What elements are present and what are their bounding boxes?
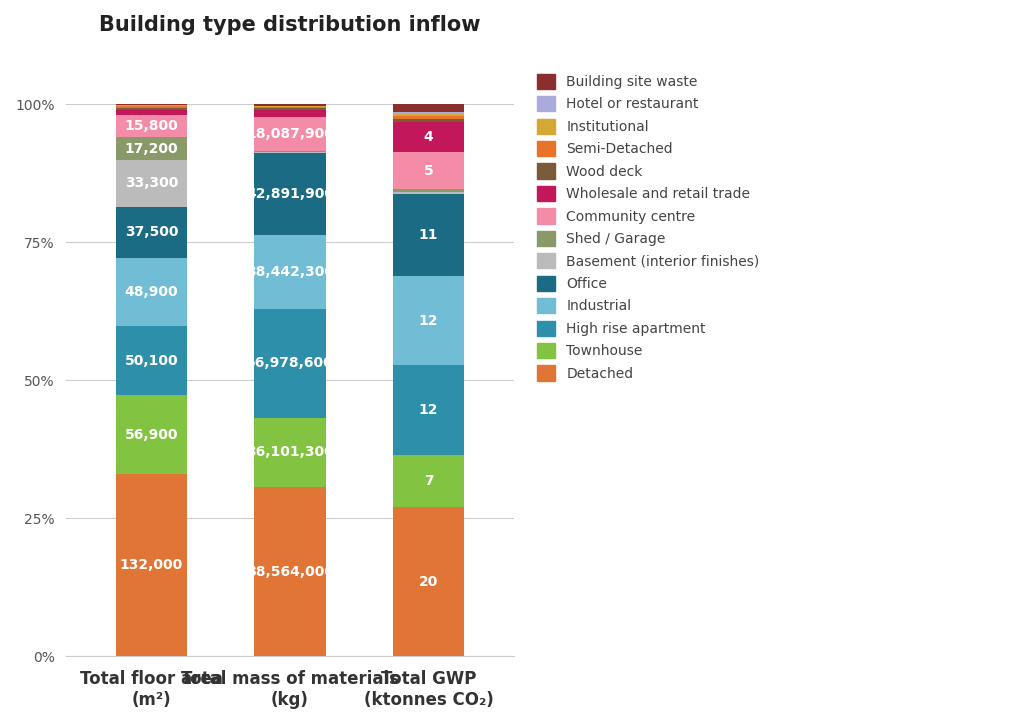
Text: 37,500: 37,500	[125, 225, 178, 240]
Text: 17,200: 17,200	[125, 142, 178, 156]
Bar	[116, 161, 187, 206]
Bar	[393, 114, 464, 117]
Bar	[116, 108, 187, 110]
Text: 56,978,600: 56,978,600	[246, 356, 334, 370]
Bar	[116, 110, 187, 115]
Bar	[393, 194, 464, 276]
Bar	[393, 119, 464, 122]
Text: 5: 5	[424, 164, 433, 178]
Text: 12: 12	[419, 403, 438, 417]
Text: 132,000: 132,000	[120, 558, 183, 572]
Text: 12: 12	[419, 313, 438, 328]
Bar	[254, 106, 326, 107]
Bar	[254, 152, 326, 153]
Bar	[393, 104, 464, 111]
Bar	[393, 111, 464, 114]
Text: 7: 7	[424, 474, 433, 488]
Bar	[393, 190, 464, 192]
Bar	[254, 153, 326, 235]
Text: 88,564,000: 88,564,000	[246, 565, 334, 578]
Title: Building type distribution inflow: Building type distribution inflow	[99, 15, 480, 35]
Bar	[254, 418, 326, 487]
Text: 48,900: 48,900	[125, 285, 178, 299]
Bar	[254, 108, 326, 110]
Text: 11: 11	[419, 228, 438, 242]
Text: 20: 20	[419, 575, 438, 589]
Text: 50,100: 50,100	[125, 353, 178, 368]
Bar	[116, 258, 187, 326]
Legend: Building site waste, Hotel or restaurant, Institutional, Semi-Detached, Wood dec: Building site waste, Hotel or restaurant…	[530, 67, 767, 387]
Bar	[116, 326, 187, 395]
Bar	[116, 473, 187, 657]
Bar	[254, 117, 326, 151]
Bar	[116, 395, 187, 473]
Bar	[393, 152, 464, 190]
Bar	[254, 104, 326, 106]
Bar	[393, 366, 464, 455]
Bar	[254, 110, 326, 117]
Bar	[393, 276, 464, 366]
Bar	[254, 235, 326, 308]
Text: 56,900: 56,900	[125, 427, 178, 442]
Text: 18,087,900: 18,087,900	[246, 127, 334, 141]
Bar	[116, 137, 187, 161]
Bar	[393, 507, 464, 657]
Bar	[254, 487, 326, 657]
Bar	[393, 455, 464, 507]
Text: 36,101,300: 36,101,300	[246, 445, 334, 459]
Bar	[254, 308, 326, 418]
Text: 4: 4	[424, 130, 433, 144]
Bar	[116, 106, 187, 108]
Text: 33,300: 33,300	[125, 177, 178, 190]
Bar	[393, 192, 464, 194]
Text: 42,891,900: 42,891,900	[246, 187, 334, 201]
Bar	[393, 117, 464, 119]
Text: 15,800: 15,800	[125, 119, 178, 132]
Bar	[393, 122, 464, 152]
Text: 38,442,300: 38,442,300	[246, 265, 334, 279]
Bar	[116, 115, 187, 137]
Bar	[116, 206, 187, 258]
Bar	[254, 107, 326, 108]
